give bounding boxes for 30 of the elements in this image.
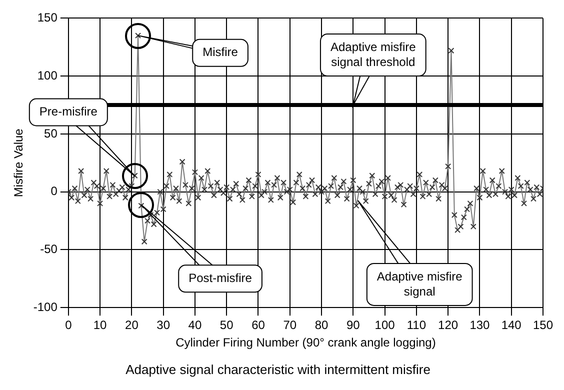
y-tick-label: 100 — [37, 68, 58, 82]
x-tick-label: 120 — [438, 318, 458, 332]
x-tick-label: 70 — [283, 318, 297, 332]
x-tick-label: 80 — [314, 318, 329, 332]
x-tick-label: 130 — [470, 318, 490, 332]
y-tick-label: 150 — [37, 10, 58, 25]
x-tick-label: 150 — [532, 318, 554, 332]
annotation: Adaptive misfire signal — [376, 269, 463, 298]
y-tick-label: -100 — [33, 300, 58, 314]
x-tick-label: 140 — [501, 318, 522, 332]
annotation: Post-misfire — [188, 270, 252, 285]
x-tick-label: 110 — [406, 318, 426, 332]
y-axis-title: Misfire Value — [12, 128, 26, 198]
x-tick-label: 30 — [156, 318, 170, 332]
x-tick-label: 10 — [93, 318, 108, 332]
annotation: Misfire — [202, 45, 238, 60]
x-tick-label: 0 — [65, 318, 72, 332]
x-tick-label: 50 — [220, 318, 234, 332]
x-tick-label: 20 — [125, 318, 139, 332]
y-tick-label: 50 — [44, 126, 58, 140]
y-tick-label: -50 — [40, 242, 58, 256]
x-tick-label: 100 — [374, 318, 396, 332]
annotation: Pre-misfire — [39, 104, 98, 119]
y-tick-label: 0 — [50, 184, 58, 198]
x-tick-label: 90 — [346, 318, 360, 332]
x-tick-label: 60 — [252, 318, 266, 332]
text: Adaptive signal characteristic with intermittent misfire — [126, 362, 430, 377]
x-axis-title: Cylinder Firing Number (90° crank angle logging) — [176, 336, 436, 350]
x-tick-label: 40 — [188, 318, 202, 332]
ref-line-label: Adaptive misfire signal threshold — [330, 40, 416, 69]
